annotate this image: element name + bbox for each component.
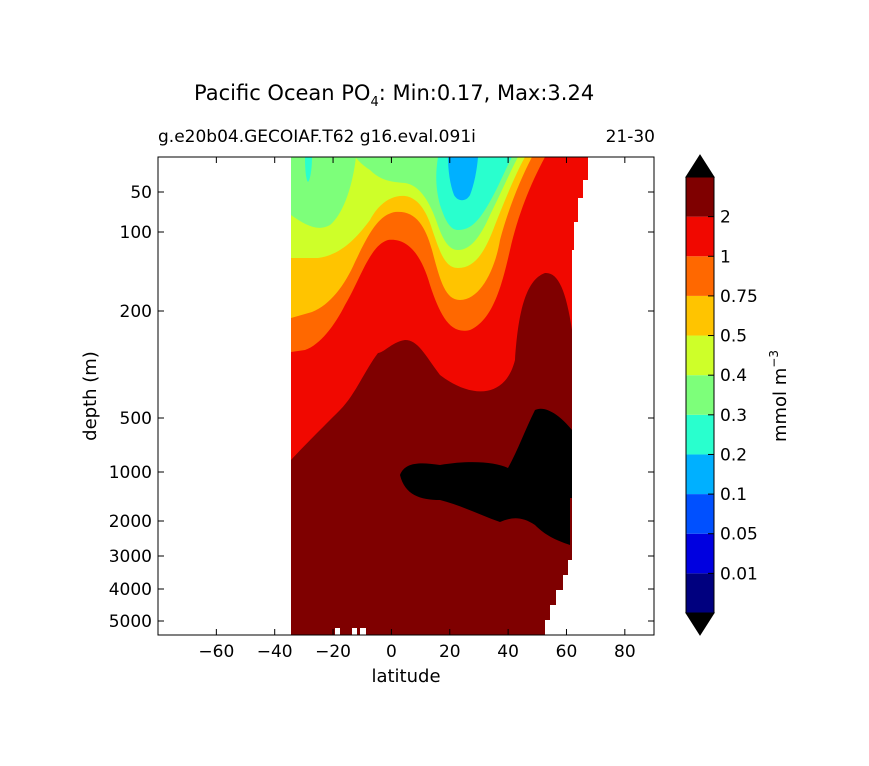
y-tick-label: 4000 (109, 580, 152, 600)
colorbar-tick-label: 1 (720, 247, 731, 267)
x-tick-label: −20 (315, 642, 351, 662)
contour-level-0.1-0.2 (448, 157, 478, 201)
seafloor-notch (352, 628, 357, 635)
colorbar-swatch (686, 295, 714, 336)
y-axis: 50 100 200 500 1000 2000 3000 4000 5000 (109, 183, 654, 632)
seafloor-notch (335, 628, 340, 635)
y-tick-label: 200 (120, 302, 152, 322)
x-tick-label: 20 (439, 642, 461, 662)
contour-level-0.2-0.3-spot (305, 157, 312, 182)
colorbar-over-extend (685, 154, 715, 178)
y-tick-label: 50 (130, 183, 152, 203)
x-tick-label: −60 (198, 642, 234, 662)
x-tick-label: 60 (556, 642, 578, 662)
colorbar-tick-label: 0.3 (720, 406, 747, 426)
colorbar-swatch (686, 177, 714, 217)
x-axis: −60 −40 −20 0 20 40 60 80 (198, 157, 636, 662)
case-label: g.e20b04.GECOIAF.T62 g16.eval.091i (158, 127, 476, 147)
contour-level-over-max (400, 408, 572, 545)
colorbar-swatch (686, 256, 714, 296)
colorbar-swatch (686, 414, 714, 455)
y-axis-label: depth (m) (80, 351, 101, 441)
y-tick-label: 500 (120, 409, 152, 429)
contour-field (291, 157, 654, 635)
colorbar-tick-label: 0.2 (720, 445, 747, 465)
y-tick-label: 100 (120, 223, 152, 243)
x-tick-label: 40 (497, 642, 519, 662)
plot-frame (157, 156, 655, 636)
x-tick-label: 80 (614, 642, 636, 662)
x-axis-label: latitude (371, 666, 440, 687)
colorbar-tick-label: 0.4 (720, 366, 747, 386)
colorbar-frame (685, 176, 715, 614)
y-tick-label: 2000 (109, 512, 152, 532)
year-range-label: 21-30 (606, 127, 655, 147)
colorbar-swatch (686, 533, 714, 574)
colorbar-swatch (686, 494, 714, 534)
colorbar-tick-label: 2 (720, 208, 731, 228)
y-tick-label: 5000 (109, 612, 152, 632)
seafloor-mask (545, 620, 654, 635)
colorbar-under-extend (685, 612, 715, 636)
x-tick-label: −40 (257, 642, 293, 662)
colorbar-swatch (686, 335, 714, 376)
colorbar-swatch (686, 573, 714, 613)
y-tick-label: 3000 (109, 547, 152, 567)
colorbar-label: mmol m−3 (767, 350, 791, 442)
colorbar-tick-label: 0.05 (720, 525, 758, 545)
colorbar-tick-label: 0.5 (720, 327, 747, 347)
colorbar-tick-label: 0.01 (720, 564, 758, 584)
colorbar-tick-label: 0.75 (720, 287, 758, 307)
colorbar-swatch (686, 216, 714, 257)
colorbar-tick-label: 0.1 (720, 485, 747, 505)
colorbar: 0.01 0.05 0.1 0.2 0.3 0.4 0.5 0.75 1 2 (685, 154, 758, 636)
x-tick-label: 0 (386, 642, 397, 662)
y-tick-label: 1000 (109, 463, 152, 483)
colorbar-swatch (686, 375, 714, 415)
colorbar-swatch (686, 454, 714, 495)
chart-title: Pacific Ocean PO4: Min:0.17, Max:3.24 (194, 81, 594, 110)
seafloor-notch (360, 628, 366, 635)
